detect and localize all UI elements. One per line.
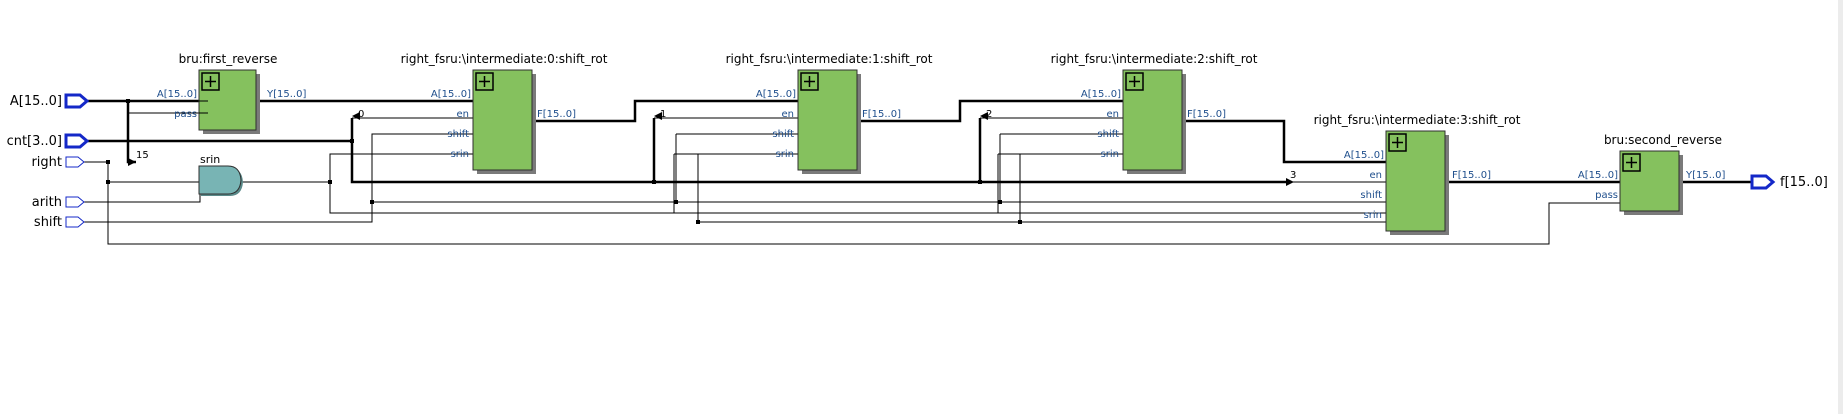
wire-srin-stage0 (329, 153, 482, 182)
block-first-reverse[interactable]: bru:first_reverse A[15..0] pass Y[15..0] (157, 52, 307, 134)
output-pin-f[interactable]: f[15..0] (1750, 174, 1828, 190)
svg-text:en: en (782, 109, 795, 120)
svg-text:F[15..0]: F[15..0] (1452, 170, 1491, 181)
svg-text:F[15..0]: F[15..0] (1187, 109, 1226, 120)
svg-text:0: 0 (358, 109, 364, 120)
svg-text:srin: srin (1101, 149, 1119, 160)
input-pin-arith[interactable]: arith (32, 195, 85, 210)
svg-text:pass: pass (174, 109, 197, 120)
svg-text:shift: shift (447, 129, 469, 140)
svg-text:shift: shift (772, 129, 794, 140)
svg-text:A[15..0]: A[15..0] (157, 89, 197, 100)
block-second-reverse[interactable]: bru:second_reverse A[15..0] pass Y[15..0… (1578, 133, 1726, 215)
svg-text:shift: shift (1360, 190, 1382, 201)
svg-text:arith: arith (32, 195, 62, 210)
svg-text:A[15..0]: A[15..0] (1081, 89, 1121, 100)
first-reverse-title: bru:first_reverse (179, 52, 278, 66)
svg-text:A[15..0]: A[15..0] (756, 89, 796, 100)
svg-text:srin: srin (776, 149, 794, 160)
svg-text:srin: srin (451, 149, 469, 160)
svg-text:pass: pass (1595, 190, 1618, 201)
svg-text:Y[15..0]: Y[15..0] (266, 89, 306, 100)
bus-stage2-out (1178, 119, 1395, 164)
svg-text:right: right (31, 155, 62, 170)
svg-text:A[15..0]: A[15..0] (431, 89, 471, 100)
input-pin-a[interactable]: A[15..0] (10, 93, 90, 109)
svg-text:en: en (457, 109, 470, 120)
input-pin-shift[interactable]: shift (34, 215, 85, 230)
svg-text:A[15..0]: A[15..0] (10, 94, 62, 109)
wire-srin-out (241, 181, 1395, 214)
input-pin-cnt[interactable]: cnt[3..0] (7, 133, 90, 149)
svg-text:F[15..0]: F[15..0] (862, 109, 901, 120)
wire-right (78, 161, 1630, 245)
input-pins: A[15..0] cnt[3..0] right arith shift (7, 93, 90, 230)
bus-stage1-out (853, 99, 1132, 123)
gate-srin[interactable]: srin 15 (136, 150, 243, 196)
svg-text:f[15..0]: f[15..0] (1780, 175, 1828, 190)
svg-text:A[15..0]: A[15..0] (1578, 170, 1618, 181)
svg-text:right_fsru:\intermediate:3:shi: right_fsru:\intermediate:3:shift_rot (1314, 113, 1521, 127)
block-stage-0[interactable]: right_fsru:\intermediate:0:shift_rot A[1… (358, 52, 608, 174)
svg-text:bru:second_reverse: bru:second_reverse (1604, 133, 1722, 147)
wires (78, 99, 1752, 245)
block-stage-3[interactable]: right_fsru:\intermediate:3:shift_rot A[1… (1290, 113, 1521, 235)
bus-stage0-out (528, 99, 807, 123)
svg-text:right_fsru:\intermediate:2:shi: right_fsru:\intermediate:2:shift_rot (1051, 52, 1258, 66)
svg-text:right_fsru:\intermediate:1:shi: right_fsru:\intermediate:1:shift_rot (726, 52, 933, 66)
bus-a-bit15 (126, 101, 136, 164)
svg-text:en: en (1370, 170, 1383, 181)
block-stage-1[interactable]: right_fsru:\intermediate:1:shift_rot A[1… (660, 52, 933, 174)
right-gutter (1838, 0, 1843, 414)
svg-text:shift: shift (34, 215, 62, 230)
svg-text:Y[15..0]: Y[15..0] (1685, 170, 1725, 181)
svg-text:en: en (1107, 109, 1120, 120)
svg-text:shift: shift (1097, 129, 1119, 140)
svg-text:srin: srin (1364, 210, 1382, 221)
svg-text:2: 2 (986, 109, 992, 120)
block-stage-2[interactable]: right_fsru:\intermediate:2:shift_rot A[1… (986, 52, 1258, 174)
svg-text:15: 15 (136, 150, 149, 161)
svg-text:right_fsru:\intermediate:0:shi: right_fsru:\intermediate:0:shift_rot (401, 52, 608, 66)
svg-text:A[15..0]: A[15..0] (1344, 150, 1384, 161)
input-pin-right[interactable]: right (31, 155, 85, 170)
wire-arith (78, 190, 201, 203)
svg-text:3: 3 (1290, 170, 1296, 181)
svg-text:1: 1 (660, 109, 666, 120)
svg-text:srin: srin (200, 153, 220, 166)
svg-text:F[15..0]: F[15..0] (537, 109, 576, 120)
wire-shift-stage0 (78, 133, 482, 223)
svg-text:cnt[3..0]: cnt[3..0] (7, 134, 62, 149)
